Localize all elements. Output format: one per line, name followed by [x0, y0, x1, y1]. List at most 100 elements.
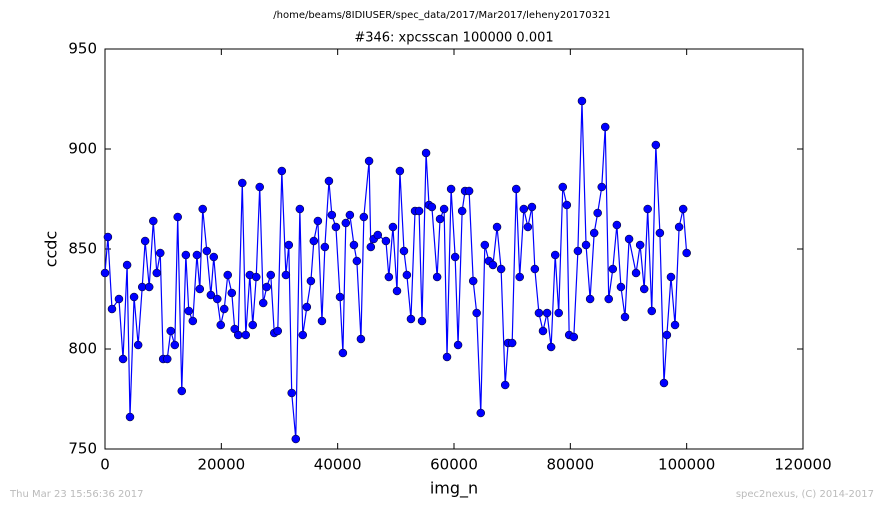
data-point — [472, 308, 481, 318]
data-point — [206, 290, 216, 300]
data-point — [453, 340, 463, 350]
data-point — [604, 294, 613, 304]
data-point — [476, 408, 486, 418]
data-point — [659, 378, 669, 388]
y-tick-label: 850 — [68, 240, 97, 258]
data-point — [219, 304, 229, 314]
data-point — [309, 236, 319, 246]
chart-title: /home/beams/8IDIUSER/spec_data/2017/Mar2… — [273, 10, 610, 21]
y-tick-label: 950 — [68, 40, 97, 58]
data-point — [581, 240, 591, 250]
data-point — [446, 184, 456, 194]
data-point — [184, 306, 194, 316]
x-tick-label: 60000 — [430, 456, 478, 474]
chart-subtitle: #346: xpcsscan 100000 0.001 — [354, 31, 553, 46]
data-point — [195, 284, 205, 294]
footer-right: spec2nexus, (C) 2014-2017 — [736, 489, 874, 500]
x-tick-label: 120000 — [774, 456, 831, 474]
data-point — [439, 204, 449, 214]
data-point — [349, 240, 359, 250]
x-tick-label: 80000 — [546, 456, 594, 474]
data-point — [366, 242, 376, 252]
data-point — [209, 252, 219, 262]
data-point — [616, 282, 626, 292]
data-point — [114, 294, 124, 304]
data-point — [421, 148, 431, 158]
data-point — [129, 292, 139, 302]
data-point — [534, 308, 544, 318]
data-point — [345, 210, 355, 220]
footer-left: Thu Mar 23 15:56:36 2017 — [9, 489, 143, 500]
data-point — [266, 270, 276, 280]
data-point — [140, 236, 150, 246]
data-point — [399, 246, 409, 256]
data-point — [277, 166, 287, 176]
data-point — [122, 260, 132, 270]
data-point — [651, 140, 661, 150]
data-point — [291, 434, 301, 444]
data-point — [480, 240, 490, 250]
data-point — [492, 222, 502, 232]
data-point — [248, 320, 257, 330]
data-point — [585, 294, 595, 304]
data-point — [227, 288, 237, 298]
data-point — [125, 412, 135, 422]
data-point — [427, 202, 437, 212]
data-point — [577, 96, 587, 106]
data-point — [678, 204, 688, 214]
data-point — [364, 156, 374, 166]
data-point — [356, 334, 366, 344]
data-point — [198, 204, 207, 214]
data-point — [464, 186, 474, 196]
data-point — [414, 206, 424, 216]
data-line — [104, 100, 688, 440]
data-point — [388, 222, 398, 232]
data-point — [519, 204, 529, 214]
data-point — [639, 284, 649, 294]
data-point — [488, 260, 498, 270]
data-point — [298, 330, 308, 340]
data-point — [558, 182, 568, 192]
data-point — [238, 178, 247, 188]
data-point — [593, 208, 602, 218]
data-point — [511, 184, 521, 194]
data-point — [674, 222, 684, 232]
data-point — [287, 388, 296, 398]
y-tick-label: 800 — [68, 340, 97, 358]
data-point — [450, 252, 460, 262]
data-point — [597, 182, 606, 192]
data-point — [600, 122, 610, 132]
data-point — [635, 240, 645, 250]
data-point — [251, 272, 261, 282]
data-point — [573, 246, 583, 256]
data-point — [317, 316, 327, 326]
data-point — [417, 316, 427, 326]
data-point — [359, 212, 369, 222]
data-point — [554, 308, 563, 318]
data-point — [406, 314, 416, 324]
data-point — [181, 250, 191, 260]
data-point — [608, 264, 618, 274]
data-point — [166, 326, 175, 336]
data-point — [527, 202, 537, 212]
data-point — [670, 320, 680, 330]
data-point — [538, 326, 548, 336]
data-point — [507, 338, 517, 348]
data-point — [152, 268, 162, 278]
data-point — [149, 216, 158, 226]
data-point — [170, 340, 180, 350]
x-tick-label: 100000 — [658, 456, 715, 474]
data-point — [320, 242, 330, 252]
data-point — [156, 248, 165, 258]
data-point — [384, 272, 394, 282]
data-point — [624, 234, 634, 244]
x-axis-label: img_n — [430, 479, 478, 499]
data-point — [216, 320, 226, 330]
data-point — [281, 270, 291, 280]
data-point — [262, 282, 271, 292]
data-point — [515, 272, 524, 282]
data-point — [373, 230, 383, 240]
data-point — [468, 276, 478, 286]
